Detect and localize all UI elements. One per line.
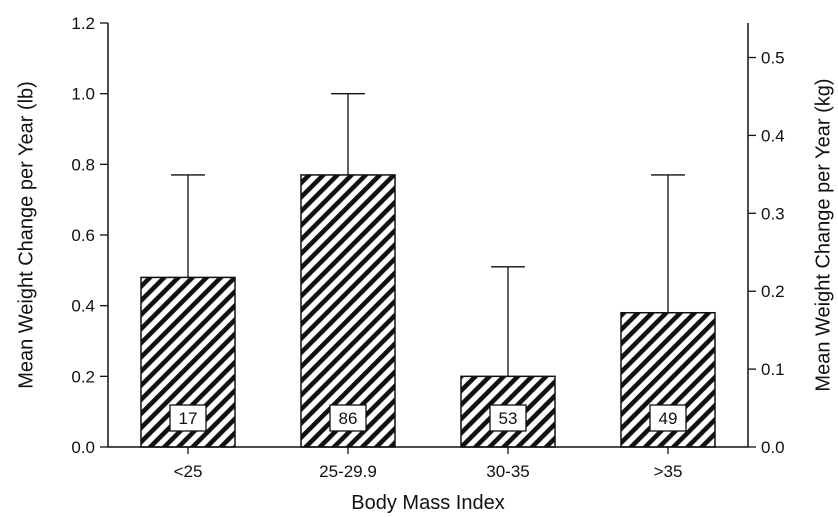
count-box-2 bbox=[489, 404, 527, 432]
bar-1 bbox=[300, 174, 396, 448]
right-y-axis-title: Mean Weight Change per Year (kg) bbox=[812, 78, 834, 391]
right-tick-label-2: 0.2 bbox=[761, 282, 785, 301]
count-labels: 17 86 53 49 bbox=[169, 404, 687, 432]
right-tick-label-4: 0.4 bbox=[761, 126, 785, 145]
count-box-3 bbox=[649, 404, 687, 432]
x-tick-label-3: >35 bbox=[654, 462, 683, 481]
right-tick-label-0: 0.0 bbox=[761, 438, 785, 457]
left-y-axis-title: Mean Weight Change per Year (lb) bbox=[15, 81, 37, 389]
left-tick-label-4: 0.8 bbox=[71, 155, 95, 174]
count-label-3: 49 bbox=[659, 409, 678, 428]
left-y-axis-ticks: 0.0 0.2 0.4 0.6 0.8 1.0 1.2 bbox=[71, 14, 108, 457]
right-tick-label-1: 0.1 bbox=[761, 360, 785, 379]
count-box-1 bbox=[329, 404, 367, 432]
x-axis-ticks: <25 25-29.9 30-35 >35 bbox=[174, 447, 683, 481]
count-label-0: 17 bbox=[179, 409, 198, 428]
count-label-1: 86 bbox=[339, 409, 358, 428]
x-axis-title: Body Mass Index bbox=[351, 492, 504, 514]
error-bars bbox=[171, 93, 685, 377]
right-y-axis-ticks: 0.0 0.1 0.2 0.3 0.4 0.5 bbox=[748, 49, 785, 457]
left-tick-label-1: 0.2 bbox=[71, 367, 95, 386]
x-tick-label-1: 25-29.9 bbox=[319, 462, 377, 481]
left-tick-label-6: 1.2 bbox=[71, 14, 95, 33]
right-tick-label-5: 0.5 bbox=[761, 49, 785, 68]
left-tick-label-2: 0.4 bbox=[71, 297, 95, 316]
count-box-0 bbox=[169, 404, 207, 432]
bars bbox=[140, 174, 716, 448]
x-tick-label-2: 30-35 bbox=[486, 462, 529, 481]
count-label-2: 53 bbox=[499, 409, 518, 428]
right-tick-label-3: 0.3 bbox=[761, 204, 785, 223]
left-tick-label-0: 0.0 bbox=[71, 438, 95, 457]
x-tick-label-0: <25 bbox=[174, 462, 203, 481]
left-tick-label-3: 0.6 bbox=[71, 226, 95, 245]
left-tick-label-5: 1.0 bbox=[71, 85, 95, 104]
